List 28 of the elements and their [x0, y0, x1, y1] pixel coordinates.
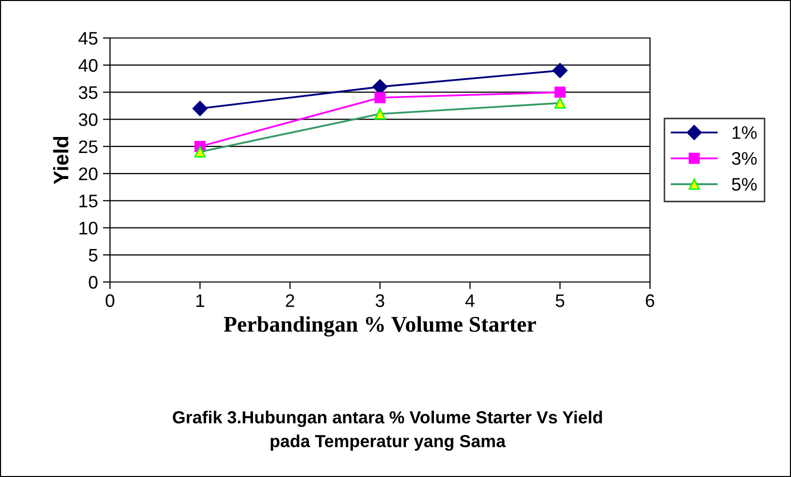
point — [552, 62, 568, 78]
y-tick-label: 30 — [78, 113, 98, 126]
point — [372, 79, 388, 94]
y-tick-label: 15 — [79, 194, 98, 208]
x-tick-label: 3 — [376, 294, 384, 308]
x-tick-label: 1 — [196, 294, 204, 307]
y-tick-label: 0 — [88, 276, 98, 289]
x-axis-title: Perbandingan % Volume Starter — [224, 316, 536, 337]
point — [554, 86, 566, 98]
legend-label: 1% — [732, 126, 757, 139]
y-tick-label: 5 — [88, 249, 98, 262]
x-tick-label: 6 — [646, 294, 654, 308]
point — [374, 92, 386, 104]
legend-label: 3% — [732, 152, 757, 165]
y-tick-label: 20 — [79, 167, 98, 180]
legend-label: 5% — [732, 178, 757, 191]
x-tick-label: 0 — [106, 294, 114, 308]
x-tick-label: 4 — [465, 294, 474, 307]
text: Grafik 3.Hubungan antara % Volume Starter Vs Yield pada Temperatur yang Sama — [172, 410, 602, 451]
y-tick-label: 35 — [78, 86, 98, 99]
point — [192, 100, 208, 116]
y-tick-label: 40 — [78, 59, 98, 72]
y-tick-label: 10 — [79, 222, 98, 234]
y-tick-label: 25 — [79, 140, 98, 154]
x-tick-label: 2 — [286, 294, 294, 307]
x-tick-label: 5 — [556, 294, 564, 308]
y-tick-label: 45 — [78, 32, 98, 45]
y-axis-title: Yield — [53, 136, 68, 184]
